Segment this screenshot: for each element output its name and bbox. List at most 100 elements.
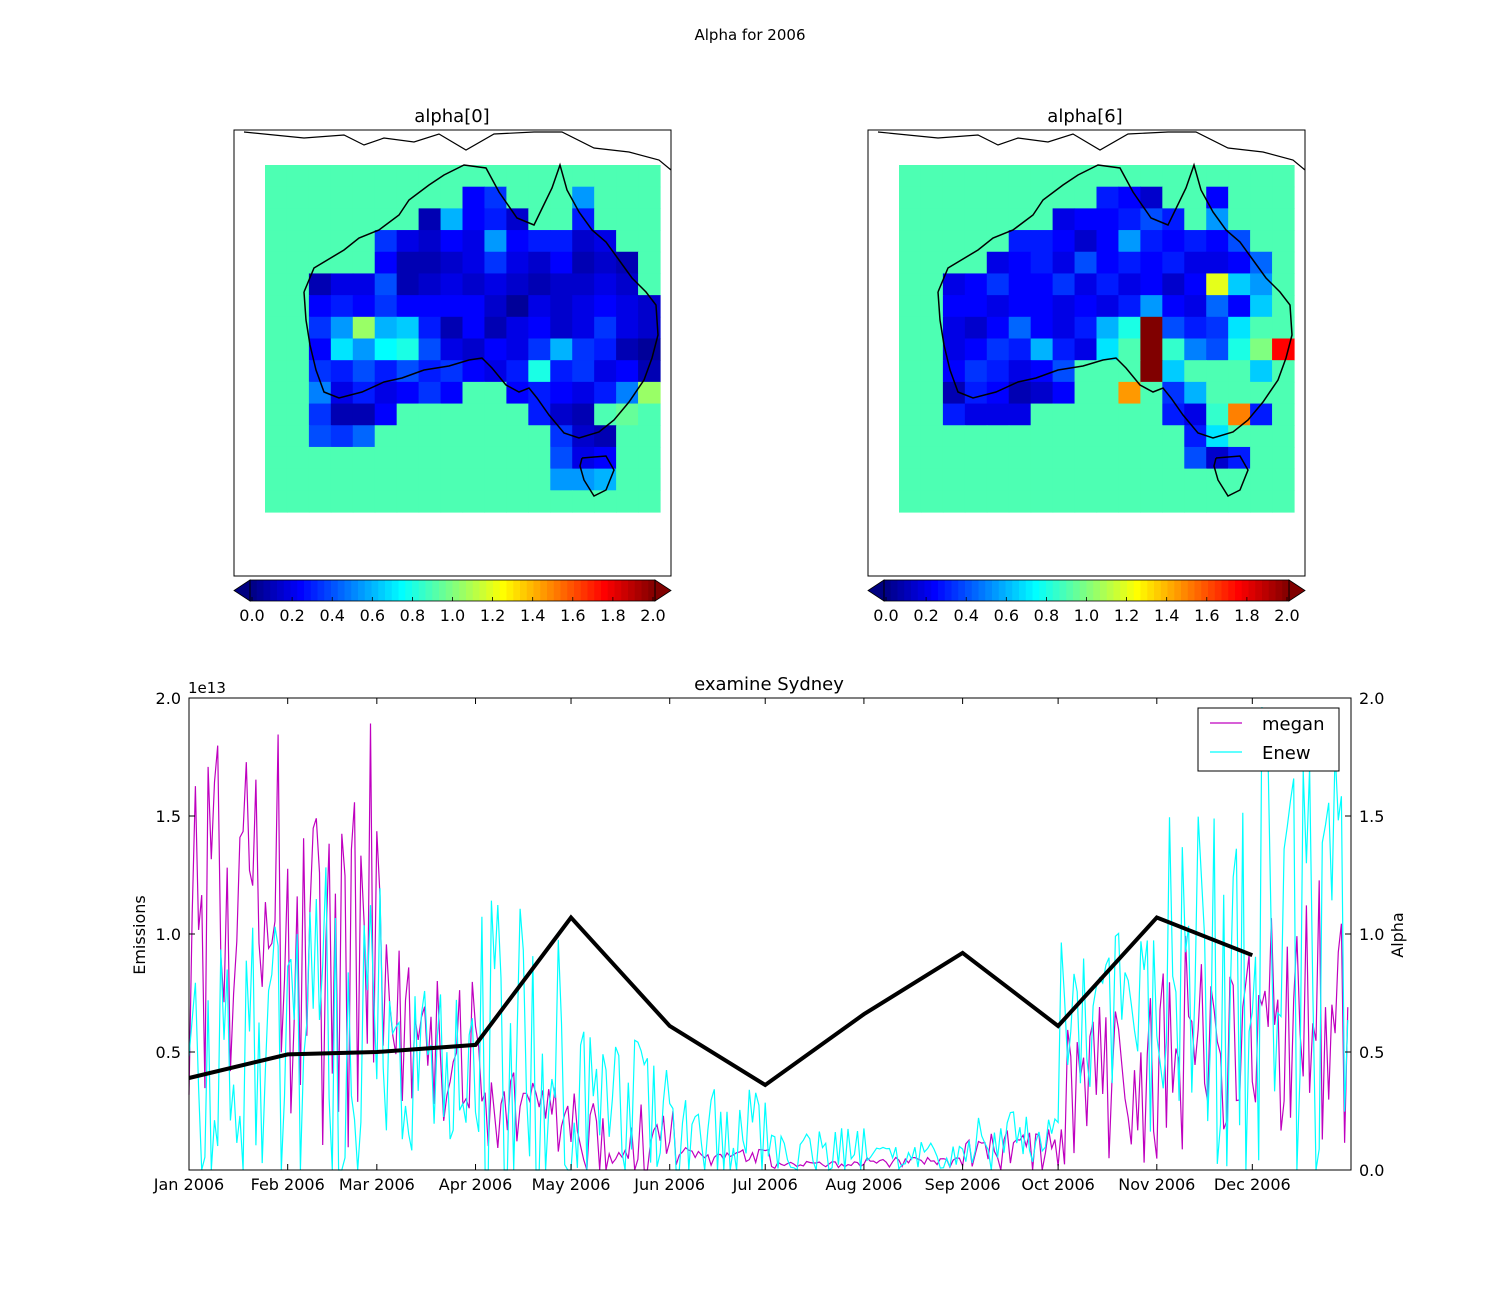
heatmap-cell: [352, 425, 376, 448]
heatmap-cell: [942, 230, 966, 253]
colorbar-segment: [1025, 580, 1034, 601]
heatmap-cell: [964, 251, 988, 275]
heatmap-cell: [308, 468, 332, 491]
heatmap-cell: [594, 360, 617, 383]
heatmap-cell: [1184, 273, 1207, 296]
colorbar-segment: [344, 580, 352, 601]
heatmap-cell: [1272, 295, 1295, 318]
colorbar-segment: [391, 580, 400, 601]
colorbar-segment: [1106, 580, 1115, 601]
heatmap-cell: [1228, 295, 1251, 318]
heatmap-cell: [1228, 273, 1251, 296]
colorbar-segment: [378, 580, 386, 601]
heatmap-cell: [265, 425, 288, 448]
colorbar-segment: [1221, 580, 1229, 601]
colorbar-segment: [1086, 580, 1094, 601]
heatmap-cell: [506, 338, 529, 361]
heatmap-cell: [462, 468, 486, 491]
heatmap-cell: [1206, 208, 1229, 231]
heatmap-cell: [899, 446, 922, 470]
heatmap-cell: [899, 338, 922, 361]
heatmap-cell: [1140, 186, 1163, 209]
heatmap-cell: [1096, 468, 1120, 491]
heatmap-cell: [1008, 446, 1032, 470]
colorbar-segment: [628, 580, 636, 601]
heatmap-cell: [374, 490, 398, 513]
figure-suptitle: Alpha for 2006: [695, 26, 806, 44]
heatmap-cell: [330, 273, 354, 296]
colorbar-segment: [992, 580, 1000, 601]
heatmap-cell: [1250, 186, 1273, 209]
colorbar-segment: [958, 580, 966, 601]
coastline-new-guinea: [877, 131, 1306, 171]
series-line-enew: [188, 707, 1349, 1172]
colorbar-segment: [317, 580, 325, 601]
heatmap-cell: [1096, 165, 1120, 188]
heatmap-cell: [1228, 446, 1251, 470]
heatmap-cell: [374, 403, 398, 426]
heatmap-cell: [572, 295, 595, 318]
colorbar-segment: [1228, 580, 1236, 601]
heatmap-cell: [572, 273, 595, 296]
colorbar-segment: [256, 580, 265, 601]
colorbar-segment: [459, 580, 467, 601]
heatmap-cell: [1228, 186, 1251, 209]
heatmap-cell: [899, 403, 922, 426]
series-line-alpha: [188, 914, 1254, 1088]
heatmap-cell: [396, 316, 420, 340]
colorbar-segment: [1214, 580, 1223, 601]
x-tick-label: Oct 2006: [1021, 1175, 1094, 1194]
heatmap-cell: [986, 186, 1010, 209]
heatmap-cell: [1052, 273, 1076, 296]
colorbar-tick-label: 1.6: [560, 606, 585, 625]
heatmap-cell: [986, 230, 1010, 253]
heatmap-cell: [1096, 316, 1120, 340]
heatmap-cell: [352, 446, 376, 470]
heatmap-cell: [1140, 425, 1163, 448]
heatmap-cell: [308, 338, 332, 361]
heatmap-cell: [286, 338, 310, 361]
heatmap-cell: [286, 403, 310, 426]
heatmap-cell: [1030, 446, 1054, 470]
heatmap-cell: [1096, 381, 1120, 405]
heatmap-cell: [550, 490, 573, 513]
heatmap-cell: [374, 360, 398, 383]
heatmap-cell: [964, 425, 988, 448]
heatmap-cell: [638, 468, 661, 491]
heatmap-cell: [1030, 468, 1054, 491]
heatmap-cell: [506, 208, 529, 231]
heatmap-cell: [440, 490, 464, 513]
colorbar-segment: [1235, 580, 1243, 601]
heatmap-cell: [396, 295, 420, 318]
colorbar-segment: [439, 580, 447, 601]
heatmap-cell: [572, 208, 595, 231]
colorbar-segment: [250, 580, 258, 601]
heatmap-cell: [462, 381, 486, 405]
heatmap-cell: [1206, 165, 1229, 188]
heatmap-cell: [1250, 490, 1273, 513]
heatmap-cell: [308, 425, 332, 448]
heatmap-cell: [506, 490, 529, 513]
colorbar-tick-label: 1.2: [1114, 606, 1139, 625]
heatmap-cell: [1052, 316, 1076, 340]
colorbar-segment: [310, 580, 319, 601]
colorbar-segment: [998, 580, 1007, 601]
heatmap-cell: [265, 468, 288, 491]
colorbar-segment: [567, 580, 575, 601]
heatmap-cell: [440, 251, 464, 275]
colorbar-segment: [1127, 580, 1135, 601]
colorbar-segment: [324, 580, 332, 601]
colorbar-segment: [270, 580, 278, 601]
heatmap-cell: [1250, 338, 1273, 361]
heatmap-cell: [308, 273, 332, 296]
heatmap-cell: [942, 360, 966, 383]
heatmap-cell: [1008, 338, 1032, 361]
colorbar-segment: [1147, 580, 1155, 601]
heatmap-cell: [986, 446, 1010, 470]
colorbar-tick-label: 1.8: [1234, 606, 1259, 625]
heatmap-cell: [308, 381, 332, 405]
heatmap-cell: [440, 381, 464, 405]
coastline-new-guinea: [243, 131, 672, 171]
heatmap-cell: [1008, 316, 1032, 340]
heatmap-cell: [899, 316, 922, 340]
